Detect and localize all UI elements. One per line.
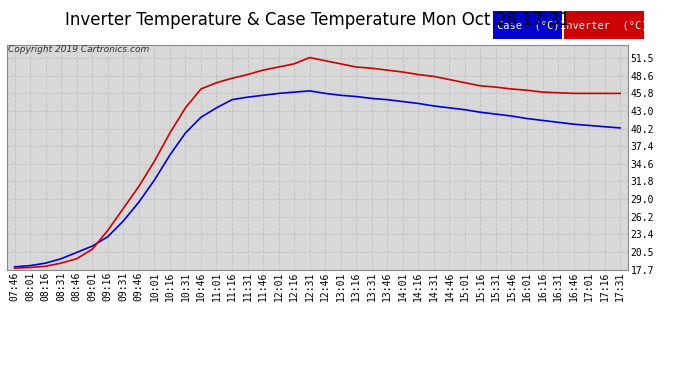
Text: Inverter Temperature & Case Temperature Mon Oct 28 17:31: Inverter Temperature & Case Temperature … xyxy=(65,11,570,29)
Text: Copyright 2019 Cartronics.com: Copyright 2019 Cartronics.com xyxy=(8,45,150,54)
Text: Inverter  (°C): Inverter (°C) xyxy=(560,20,648,30)
Text: Case  (°C): Case (°C) xyxy=(497,20,559,30)
